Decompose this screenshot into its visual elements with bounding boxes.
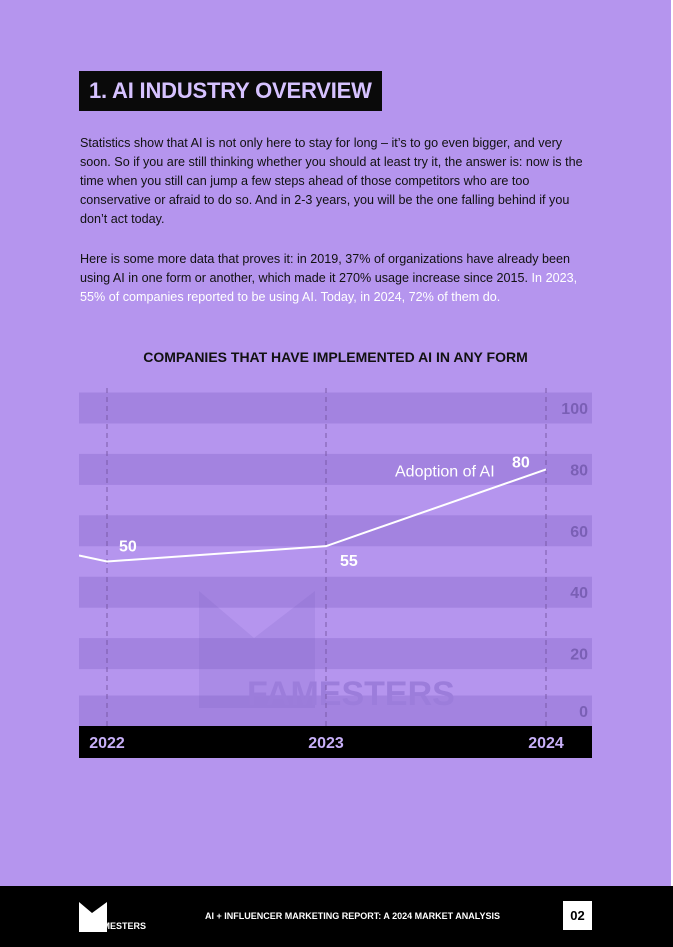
- page-number: 02: [563, 901, 592, 930]
- footer-report-title: AI + INFLUENCER MARKETING REPORT: A 2024…: [205, 911, 500, 921]
- grid-band: [79, 695, 592, 727]
- y-tick-label: 40: [570, 585, 588, 602]
- watermark-logo: [199, 591, 315, 708]
- page-edge-divider: [671, 0, 673, 886]
- y-tick-label: 80: [570, 462, 588, 479]
- intro-paragraph: Statistics show that AI is not only here…: [80, 136, 583, 226]
- famesters-logo-icon: [79, 902, 107, 932]
- x-tick-label: 2024: [528, 735, 564, 752]
- data-label: 80: [512, 454, 530, 471]
- footer: FAMESTERS AI + INFLUENCER MARKETING REPO…: [0, 886, 673, 947]
- footer-brand: FAMESTERS: [91, 921, 147, 931]
- chart-title: COMPANIES THAT HAVE IMPLEMENTED AI IN AN…: [143, 349, 528, 365]
- adoption-chart: FAMESTERS 0 20 40 60 80 100 50 55 80 Adoption of A…: [79, 388, 592, 758]
- x-tick-label: 2022: [89, 735, 125, 752]
- x-axis-bar: [79, 726, 592, 758]
- y-tick-label: 0: [579, 704, 588, 721]
- data-paragraph: Here is some more data that proves it: i…: [80, 250, 596, 307]
- y-tick-label: 20: [570, 647, 588, 664]
- data-paragraph-highlight: In 2023, 55% of companies reported to be…: [80, 271, 578, 304]
- grid-band: [79, 392, 592, 424]
- grid-band: [79, 576, 592, 608]
- y-tick-label: 60: [570, 524, 588, 541]
- watermark-logo-icon: [199, 591, 315, 708]
- grid-band: [79, 515, 592, 547]
- data-paragraph-text: Here is some more data that proves it: i…: [80, 252, 571, 285]
- y-tick-label: 100: [561, 401, 588, 418]
- grid-band: [79, 638, 592, 670]
- series-name-label: Adoption of AI: [395, 463, 495, 480]
- grid-band: [79, 453, 592, 485]
- chart-svg: FAMESTERS 0 20 40 60 80 100 50 55 80 Adoption of A…: [79, 388, 592, 758]
- watermark-text: FAMESTERS: [247, 675, 455, 713]
- x-tick-label: 2023: [308, 735, 344, 752]
- data-label: 50: [119, 539, 137, 556]
- series-line-adoption: [79, 468, 547, 563]
- section-title: 1. AI INDUSTRY OVERVIEW: [79, 71, 382, 111]
- data-label: 55: [340, 553, 358, 570]
